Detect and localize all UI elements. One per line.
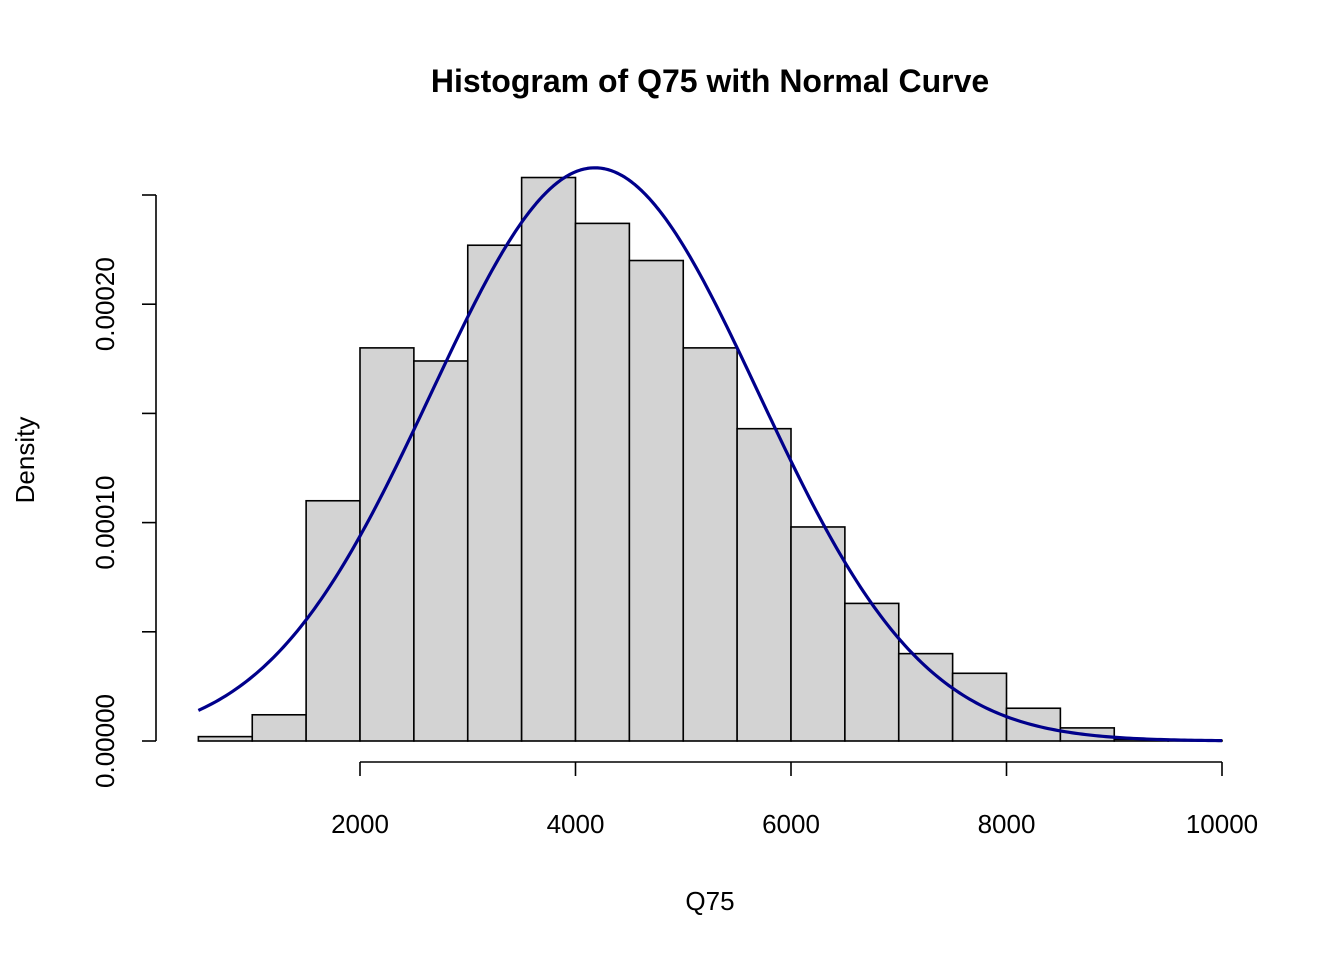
x-axis: 2000 4000 6000 8000 10000 [331, 761, 1258, 839]
histogram-bars [197, 176, 1223, 742]
y-tick-label: 0.00010 [90, 476, 120, 570]
y-tick-label: 0.00020 [90, 257, 120, 351]
histogram-bar [305, 499, 361, 742]
histogram-bar [682, 347, 738, 742]
histogram-bar [574, 222, 631, 742]
histogram-bar [790, 526, 846, 742]
x-tick-label: 4000 [547, 809, 605, 839]
y-axis: 0.00000 0.00010 0.00020 [90, 194, 157, 788]
histogram-bar [951, 672, 1008, 742]
histogram-bar [844, 602, 900, 742]
y-axis-label: Density [10, 417, 40, 504]
histogram-bar [197, 735, 254, 742]
chart-title: Histogram of Q75 with Normal Curve [431, 63, 989, 99]
y-tick-label: 0.00000 [90, 694, 120, 788]
histogram-bar [251, 713, 307, 742]
x-tick-label: 6000 [762, 809, 820, 839]
x-tick-label: 2000 [331, 809, 389, 839]
histogram-bar [413, 360, 469, 742]
histogram-bar [736, 427, 792, 742]
histogram-bar [466, 244, 523, 742]
x-axis-label: Q75 [685, 886, 734, 916]
x-tick-label: 10000 [1186, 809, 1258, 839]
histogram-bar [628, 259, 685, 742]
histogram-bar [359, 347, 415, 742]
histogram-bar [520, 176, 577, 742]
normal-curve-line [197, 166, 1223, 743]
x-tick-label: 8000 [978, 809, 1036, 839]
